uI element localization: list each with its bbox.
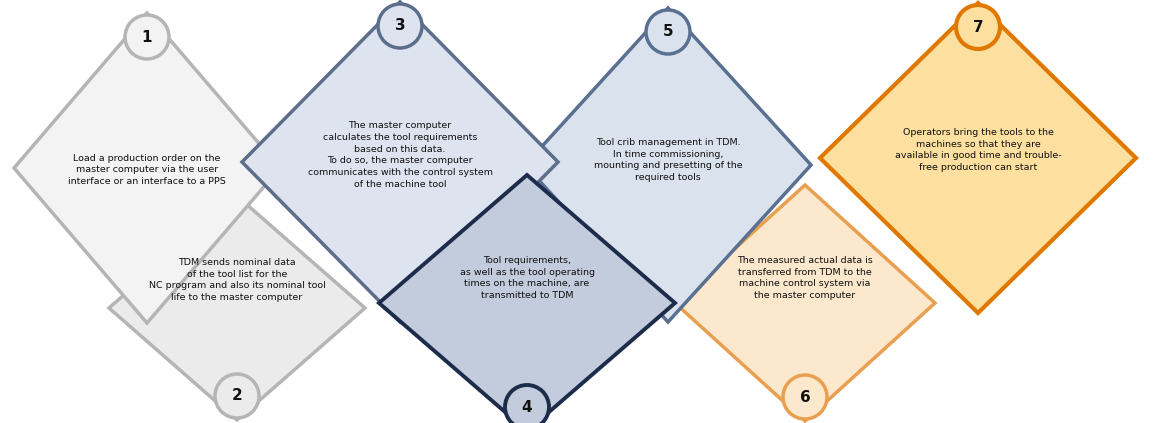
Circle shape [646,10,690,54]
Text: 6: 6 [799,390,811,404]
Text: Operators bring the tools to the
machines so that they are
available in good tim: Operators bring the tools to the machine… [895,128,1061,172]
Text: 3: 3 [394,19,405,33]
Text: Tool crib management in TDM.
In time commissioning,
mounting and presetting of t: Tool crib management in TDM. In time com… [593,138,742,182]
Polygon shape [379,175,675,423]
Circle shape [956,5,1000,49]
Polygon shape [109,196,365,420]
Text: 1: 1 [142,30,152,44]
Text: TDM sends nominal data
of the tool list for the
NC program and also its nominal : TDM sends nominal data of the tool list … [149,258,325,302]
Text: The master computer
calculates the tool requirements
based on this data.
To do s: The master computer calculates the tool … [308,121,493,189]
Circle shape [125,15,168,59]
Text: 5: 5 [662,25,673,39]
Text: 7: 7 [972,19,983,35]
Polygon shape [242,2,558,322]
Polygon shape [14,13,280,323]
Circle shape [378,4,422,48]
Polygon shape [525,8,811,322]
Text: The measured actual data is
transferred from TDM to the
machine control system v: The measured actual data is transferred … [737,256,873,300]
Circle shape [783,375,827,419]
Text: 2: 2 [232,388,242,404]
Polygon shape [820,3,1136,313]
Text: 4: 4 [522,399,532,415]
Text: Load a production order on the
master computer via the user
interface or an inte: Load a production order on the master co… [68,154,226,186]
Polygon shape [675,185,935,421]
Circle shape [215,374,259,418]
Circle shape [505,385,549,423]
Text: Tool requirements,
as well as the tool operating
times on the machine, are
trans: Tool requirements, as well as the tool o… [460,256,594,300]
